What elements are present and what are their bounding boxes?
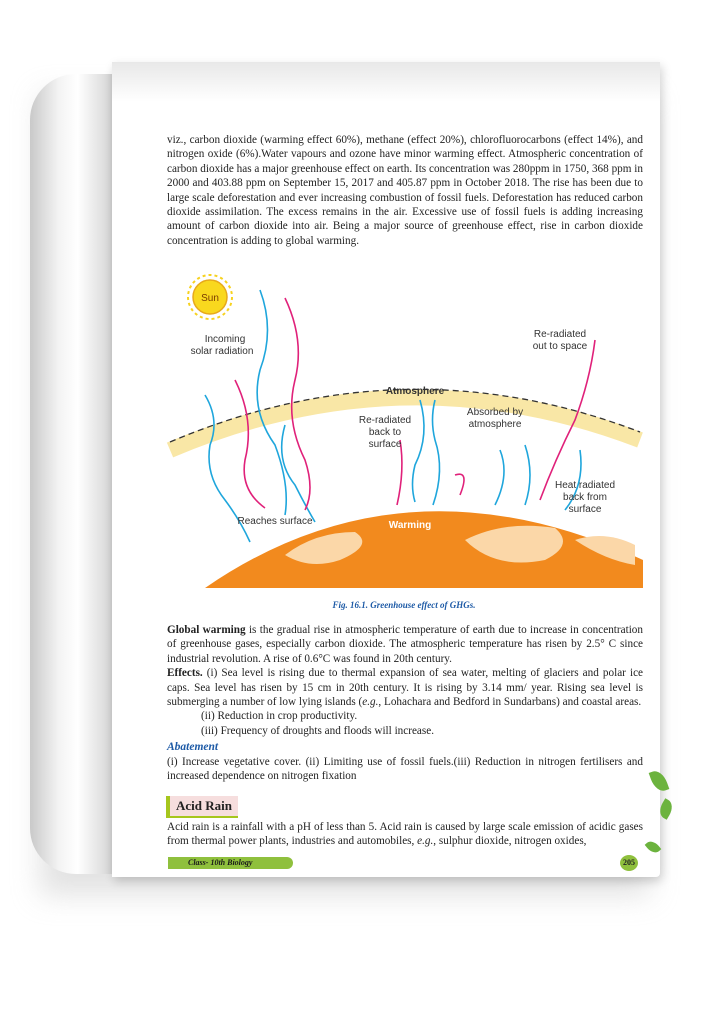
effects-text: (i) Sea level is rising due to thermal e… bbox=[167, 667, 643, 709]
acid-rain-heading: Acid Rain bbox=[166, 796, 238, 818]
continent bbox=[285, 532, 363, 564]
reaches-surface-label: Reaches surface bbox=[237, 516, 312, 527]
atmosphere-boundary bbox=[169, 388, 641, 443]
effects-eg: e.g. bbox=[362, 696, 379, 709]
abatement-heading: Abatement bbox=[167, 741, 219, 753]
heat-rays bbox=[431, 399, 582, 511]
reradiated-space-label: Re-radiated bbox=[534, 329, 586, 340]
footer-label: Class- 10th Biology bbox=[188, 858, 253, 867]
atmosphere-label: Atmosphere bbox=[386, 386, 445, 397]
acid-rain-text: Acid rain is a rainfall with a pH of les… bbox=[167, 820, 643, 849]
effects-ii: (ii) Reduction in crop productivity. bbox=[201, 710, 358, 723]
heat-label: back from bbox=[563, 492, 607, 503]
page-curl bbox=[30, 74, 125, 874]
page-top-fade bbox=[112, 62, 660, 102]
warming-label: Warming bbox=[389, 520, 431, 531]
heat-label: Heat radiated bbox=[555, 480, 615, 491]
global-warming-term: Global warming bbox=[167, 624, 246, 636]
heat-label: surface bbox=[569, 504, 602, 515]
global-warming-text: is the gradual rise in atmospheric tempe… bbox=[167, 624, 643, 665]
footer-bar bbox=[168, 857, 293, 869]
incoming-rays bbox=[204, 289, 425, 543]
reradiated-space-label: out to space bbox=[533, 341, 588, 352]
continent bbox=[575, 536, 635, 565]
abatement-text: (i) Increase vegetative cover. (ii) Limi… bbox=[167, 756, 643, 783]
reradiated-rays bbox=[234, 297, 596, 511]
reradiated-back-label: surface bbox=[369, 439, 402, 450]
paragraph-co2: viz., carbon dioxide (warming effect 60%… bbox=[167, 134, 643, 247]
sun-label: Sun bbox=[201, 293, 219, 304]
sun-icon bbox=[187, 274, 233, 320]
greenhouse-diagram: Sun Incoming solar radiation Re-radiated… bbox=[166, 274, 643, 588]
effects-term: Effects. bbox=[167, 667, 203, 680]
reradiated-back-label: Re-radiated bbox=[359, 415, 411, 426]
absorbed-label: Absorbed by bbox=[467, 407, 523, 418]
acid-rain-text-2: , sulphur dioxide, nitrogen oxides, bbox=[433, 835, 587, 848]
incoming-label: Incoming bbox=[205, 334, 246, 345]
book-page bbox=[112, 62, 660, 877]
absorbed-label: atmosphere bbox=[469, 419, 522, 430]
page-number: 205 bbox=[620, 855, 638, 871]
global-warming-section: Global warming is the gradual rise in at… bbox=[167, 623, 643, 738]
figure-caption: Fig. 16.1. Greenhouse effect of GHGs. bbox=[332, 600, 476, 610]
continent bbox=[465, 525, 563, 563]
reradiated-back-label: back to bbox=[369, 427, 402, 438]
effects-iii: (iii) Frequency of droughts and floods w… bbox=[201, 724, 435, 737]
acid-rain-text-1: Acid rain is a rainfall with a pH of les… bbox=[167, 821, 643, 848]
incoming-label: solar radiation bbox=[191, 346, 254, 357]
acid-rain-eg: e.g. bbox=[417, 835, 434, 848]
effects-text: , Lohachara and Bedford in Sundarbans) a… bbox=[378, 696, 642, 709]
